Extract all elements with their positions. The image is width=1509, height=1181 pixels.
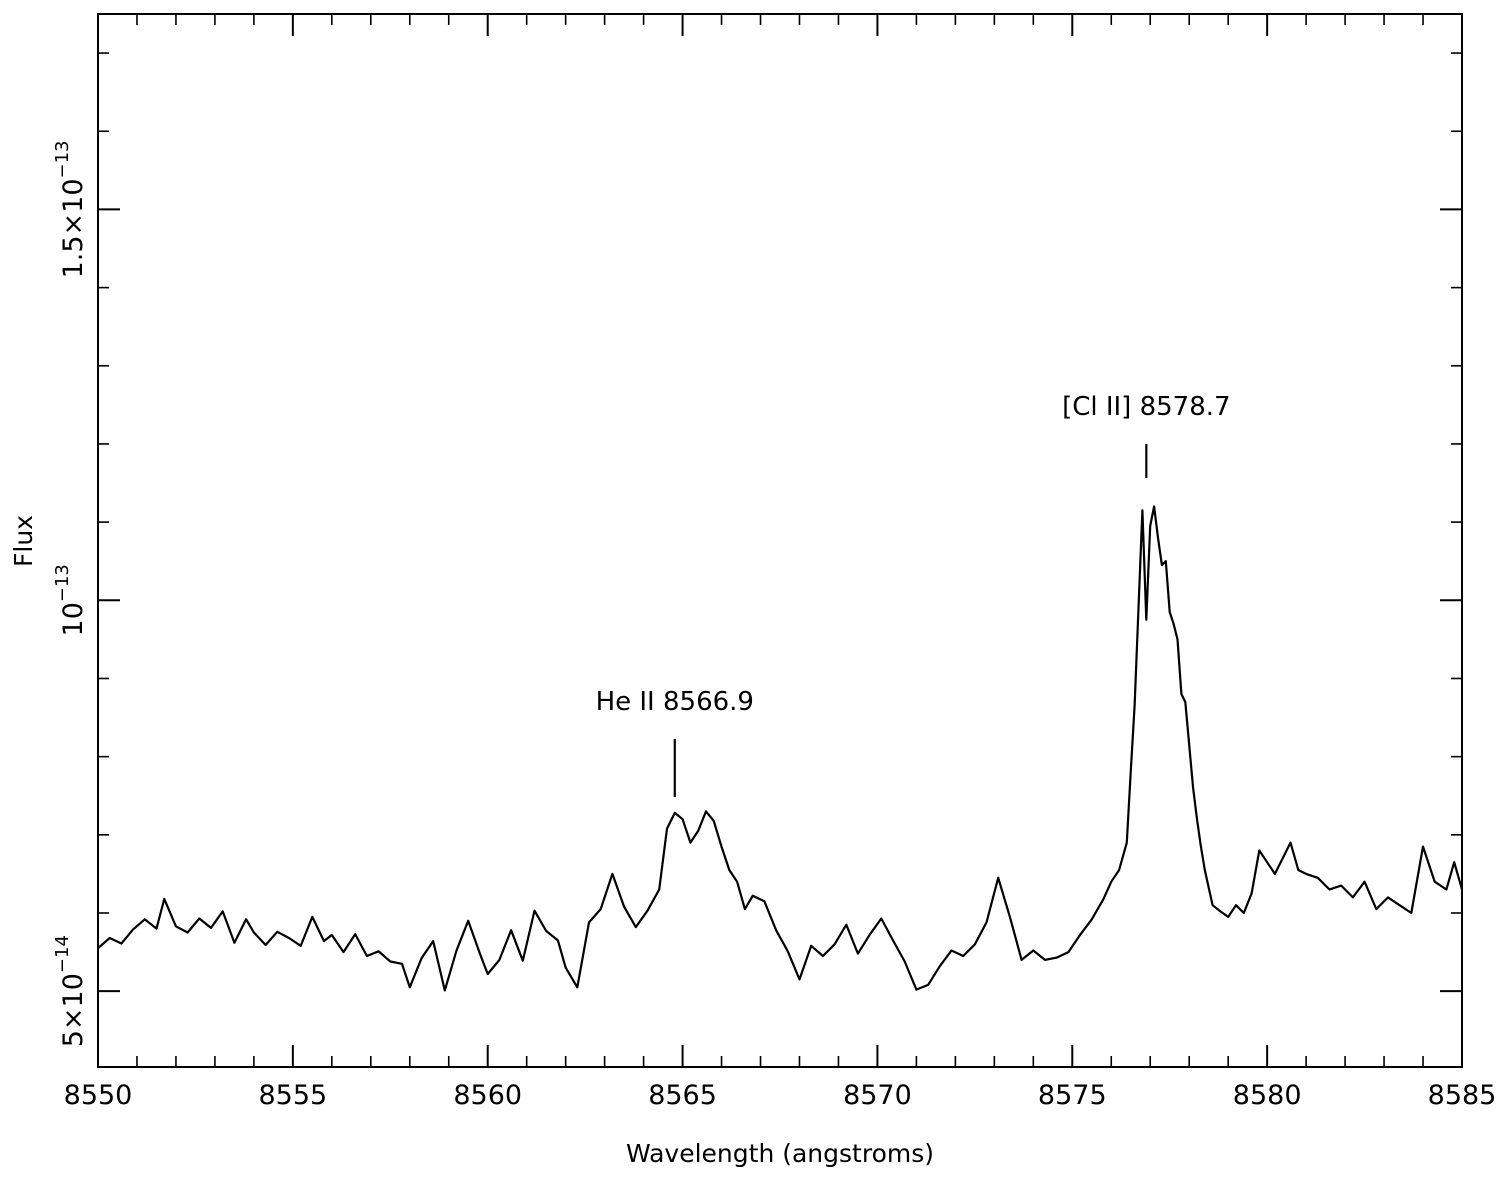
x-tick-label: 8570 — [843, 1080, 912, 1111]
y-tick-mantissa: 1.5×10 — [58, 178, 89, 278]
x-tick-label: 8575 — [1038, 1080, 1107, 1111]
y-axis-title: Flux — [9, 515, 38, 567]
annotations: He II 8566.9 [Cl II] 8578.7 — [596, 392, 1231, 797]
x-tick-label: 8550 — [64, 1080, 133, 1111]
x-axis-title: Wavelength (angstroms) — [626, 1139, 934, 1168]
y-tick-mantissa: 5×10 — [58, 973, 89, 1047]
x-tick-label: 8560 — [453, 1080, 522, 1111]
y-tick-exponent: −13 — [52, 564, 73, 602]
y-tick-label: 5×10−14 — [52, 935, 89, 1047]
axis-ticks — [97, 14, 1463, 1067]
x-tick-label: 8555 — [258, 1080, 327, 1111]
spectrum-line — [97, 505, 1464, 992]
line-id-label: [Cl II] 8578.7 — [1062, 392, 1231, 422]
plot-frame — [97, 13, 1463, 1068]
x-tick-label: 8585 — [1428, 1080, 1497, 1111]
y-tick-exponent: −13 — [52, 140, 73, 178]
tick-labels: 8550 8555 8560 8565 8570 8575 8580 8585 5×10−14 1… — [52, 140, 1496, 1111]
y-tick-label: 1.5×10−13 — [52, 140, 89, 278]
x-tick-label: 8580 — [1233, 1080, 1302, 1111]
y-tick-label: 10−13 — [52, 564, 89, 636]
y-tick-mantissa: 10 — [58, 602, 89, 636]
x-tick-label: 8565 — [648, 1080, 717, 1111]
y-tick-exponent: −14 — [52, 935, 73, 973]
line-id-label: He II 8566.9 — [596, 687, 754, 717]
plot-area — [97, 505, 1464, 992]
